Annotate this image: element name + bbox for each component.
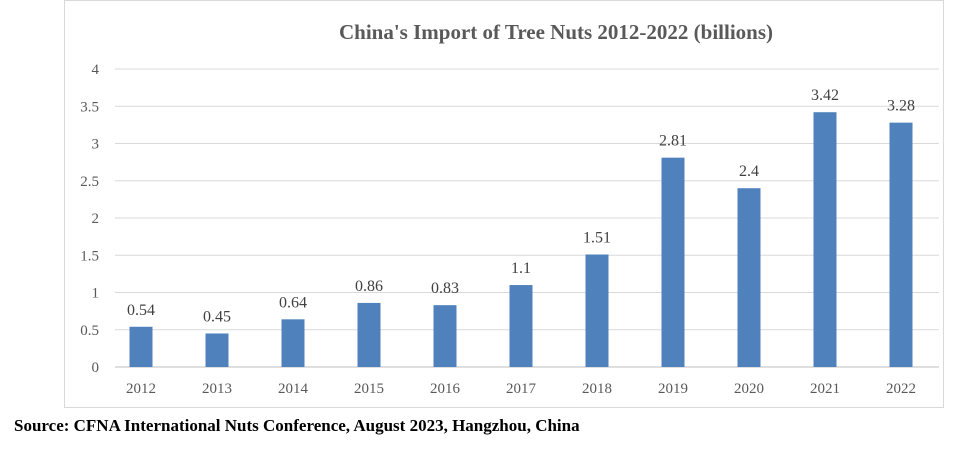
bar: [509, 285, 533, 367]
data-label: 1.1: [511, 260, 531, 277]
y-axis-ticks: 0 0.5 1 1.5 2 2.5 3 3.5 4: [80, 62, 99, 376]
data-label: 0.86: [355, 278, 383, 295]
data-label: 0.45: [203, 308, 231, 325]
x-tick-label: 2013: [202, 381, 232, 397]
y-tick-label: 3: [92, 137, 100, 153]
bar: [661, 157, 685, 367]
bar: [433, 305, 457, 367]
grid-lines: [115, 68, 939, 368]
x-tick-label: 2015: [354, 381, 384, 397]
x-tick-label: 2014: [278, 381, 309, 397]
y-tick-label: 1: [92, 286, 100, 302]
bar: [129, 326, 153, 367]
bar: [281, 319, 305, 367]
data-label: 3.42: [811, 87, 839, 104]
chart-svg: China's Import of Tree Nuts 2012-2022 (b…: [80, 20, 939, 397]
x-tick-label: 2022: [886, 381, 916, 397]
data-label: 2.81: [659, 133, 687, 150]
data-labels: 0.54 0.45 0.64 0.86 0.83 1.1 1.51 2.81 2.4 3.42 3.…: [127, 87, 915, 325]
y-tick-label: 3.5: [80, 99, 99, 115]
bars: [129, 112, 913, 368]
y-tick-label: 0: [92, 360, 100, 376]
data-label: 3.28: [887, 98, 915, 115]
y-tick-label: 2: [92, 211, 100, 227]
bar: [357, 302, 381, 367]
bar: [813, 112, 837, 368]
y-tick-label: 4: [92, 62, 100, 78]
data-label: 0.64: [279, 294, 307, 311]
bar: [889, 122, 913, 367]
x-axis-ticks: 2012 2013 2014 2015 2016 2017 2018 2019 2020 2021…: [126, 381, 916, 397]
x-tick-label: 2018: [582, 381, 612, 397]
data-label: 0.54: [127, 302, 155, 319]
bar: [205, 333, 229, 367]
chart-frame: China's Import of Tree Nuts 2012-2022 (b…: [64, 0, 944, 408]
chart-title: China's Import of Tree Nuts 2012-2022 (b…: [339, 20, 773, 44]
bar: [737, 188, 761, 367]
data-label: 2.4: [739, 163, 759, 180]
x-tick-label: 2016: [430, 381, 461, 397]
y-tick-label: 2.5: [80, 174, 99, 190]
bar: [585, 254, 609, 367]
x-tick-label: 2021: [810, 381, 840, 397]
x-tick-label: 2019: [658, 381, 688, 397]
x-tick-label: 2020: [734, 381, 764, 397]
source-note: Source: CFNA International Nuts Conferen…: [14, 416, 580, 435]
x-tick-label: 2012: [126, 381, 156, 397]
data-label: 0.83: [431, 280, 459, 297]
y-tick-label: 0.5: [80, 323, 99, 339]
y-tick-label: 1.5: [80, 248, 99, 264]
x-tick-label: 2017: [506, 381, 537, 397]
data-label: 1.51: [583, 230, 611, 247]
